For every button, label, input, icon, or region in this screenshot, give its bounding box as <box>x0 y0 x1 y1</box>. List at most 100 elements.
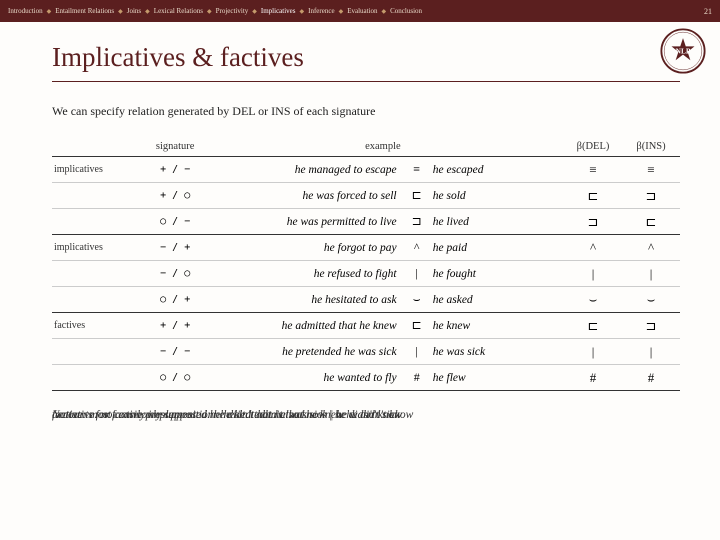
nav-item[interactable]: Evaluation <box>347 7 377 15</box>
nav-item[interactable]: Projectivity <box>216 7 249 15</box>
table-row: factives+ / +he admitted that he knew⊏he… <box>52 313 680 339</box>
table-row: implicatives− / +he forgot to pay^he pai… <box>52 235 680 261</box>
cell-example-left: he refused to fight <box>202 261 405 287</box>
cell-beta-del: ⌣ <box>564 287 622 313</box>
cell-category: implicatives <box>52 157 149 183</box>
table-row: ○ / ○he wanted to fly#he flew## <box>52 365 680 391</box>
cell-example-left: he was forced to sell <box>202 183 405 209</box>
cell-example-right: he escaped <box>429 157 564 183</box>
nav-item[interactable]: Conclusion <box>390 7 422 15</box>
nav-separator-icon: ◆ <box>47 8 52 15</box>
footer-line: factive: most commonly supposed he hesit… <box>52 407 402 423</box>
cell-signature: + / − <box>149 157 202 183</box>
table-row: + / ○he was forced to sell⊏he sold⊏⊐ <box>52 183 680 209</box>
cell-example-left: he managed to escape <box>202 157 405 183</box>
cell-beta-del: ⊏ <box>564 313 622 339</box>
nav-item[interactable]: Joins <box>127 7 141 15</box>
cell-signature: − / + <box>149 235 202 261</box>
table-row: ○ / −he was permitted to live⊐he lived⊐⊏ <box>52 209 680 235</box>
cell-beta-del: ⊐ <box>564 209 622 235</box>
cell-signature: − / ○ <box>149 261 202 287</box>
cell-example-right: he asked <box>429 287 564 313</box>
cell-category <box>52 261 149 287</box>
signature-table: signature example β(DEL) β(INS) implicat… <box>52 137 680 391</box>
cell-signature: ○ / − <box>149 209 202 235</box>
col-example: example <box>202 137 564 157</box>
nav-separator-icon: ◆ <box>382 8 387 15</box>
nav-item[interactable]: Introduction <box>8 7 43 15</box>
cell-example-right: he knew <box>429 313 564 339</box>
nav-item[interactable]: Lexical Relations <box>154 7 203 15</box>
cell-relation: ^ <box>405 235 429 261</box>
cell-example-left: he wanted to fly <box>202 365 405 391</box>
nav-separator-icon: ◆ <box>339 8 344 15</box>
cell-example-right: he lived <box>429 209 564 235</box>
nlp-logo: NLP <box>660 28 706 74</box>
cell-beta-ins: ⊏ <box>622 209 680 235</box>
cell-beta-del: | <box>564 261 622 287</box>
cell-beta-ins: # <box>622 365 680 391</box>
cell-beta-del: | <box>564 339 622 365</box>
nav-item[interactable]: Entailment Relations <box>55 7 114 15</box>
top-nav-bar: Introduction◆Entailment Relations◆Joins◆… <box>0 0 720 22</box>
cell-relation: | <box>405 261 429 287</box>
cell-beta-ins: ^ <box>622 235 680 261</box>
cell-category <box>52 183 149 209</box>
cell-beta-ins: ⌣ <box>622 287 680 313</box>
cell-example-right: he was sick <box>429 339 564 365</box>
col-beta-ins: β(INS) <box>622 137 680 157</box>
cell-example-left: he pretended he was sick <box>202 339 405 365</box>
cell-category: implicatives <box>52 235 149 261</box>
cell-example-right: he paid <box>429 235 564 261</box>
nav-separator-icon: ◆ <box>300 8 305 15</box>
col-category <box>52 137 149 157</box>
cell-category <box>52 287 149 313</box>
cell-beta-ins: ≡ <box>622 157 680 183</box>
cell-beta-del: ^ <box>564 235 622 261</box>
table-row: implicatives+ / −he managed to escape≡he… <box>52 157 680 183</box>
cell-relation: ≡ <box>405 157 429 183</box>
footer-overlay-text: Nottative: not easily implemented: he di… <box>52 407 680 437</box>
page-number: 21 <box>704 7 712 16</box>
svg-text:NLP: NLP <box>676 46 691 55</box>
cell-relation: # <box>405 365 429 391</box>
cell-category <box>52 365 149 391</box>
cell-example-left: he hesitated to ask <box>202 287 405 313</box>
col-signature: signature <box>149 137 202 157</box>
cell-category <box>52 339 149 365</box>
cell-category: factives <box>52 313 149 339</box>
cell-beta-del: ≡ <box>564 157 622 183</box>
slide-content: Implicatives & factives We can specify r… <box>0 22 720 540</box>
cell-beta-del: ⊏ <box>564 183 622 209</box>
cell-category <box>52 209 149 235</box>
cell-example-left: he forgot to pay <box>202 235 405 261</box>
nav-separator-icon: ◆ <box>118 8 123 15</box>
cell-beta-ins: ⊐ <box>622 313 680 339</box>
cell-example-right: he sold <box>429 183 564 209</box>
table-row: ○ / +he hesitated to ask⌣he asked⌣⌣ <box>52 287 680 313</box>
cell-beta-ins: ⊐ <box>622 183 680 209</box>
nav-item[interactable]: Inference <box>308 7 334 15</box>
nav-item[interactable]: Implicatives <box>261 7 296 15</box>
cell-relation: ⊐ <box>405 209 429 235</box>
cell-beta-del: # <box>564 365 622 391</box>
table-header-row: signature example β(DEL) β(INS) <box>52 137 680 157</box>
nav-items: Introduction◆Entailment Relations◆Joins◆… <box>8 7 422 15</box>
cell-relation: | <box>405 339 429 365</box>
table-row: − / −he pretended he was sick|he was sic… <box>52 339 680 365</box>
cell-signature: ○ / + <box>149 287 202 313</box>
cell-example-left: he admitted that he knew <box>202 313 405 339</box>
cell-signature: + / ○ <box>149 183 202 209</box>
intro-text: We can specify relation generated by DEL… <box>52 104 680 119</box>
cell-relation: ⊏ <box>405 313 429 339</box>
cell-example-left: he was permitted to live <box>202 209 405 235</box>
nav-separator-icon: ◆ <box>207 8 212 15</box>
cell-beta-ins: | <box>622 339 680 365</box>
table-body: implicatives+ / −he managed to escape≡he… <box>52 157 680 391</box>
cell-signature: − / − <box>149 339 202 365</box>
cell-signature: + / + <box>149 313 202 339</box>
nav-separator-icon: ◆ <box>252 8 257 15</box>
cell-example-right: he fought <box>429 261 564 287</box>
cell-relation: ⊏ <box>405 183 429 209</box>
cell-example-right: he flew <box>429 365 564 391</box>
